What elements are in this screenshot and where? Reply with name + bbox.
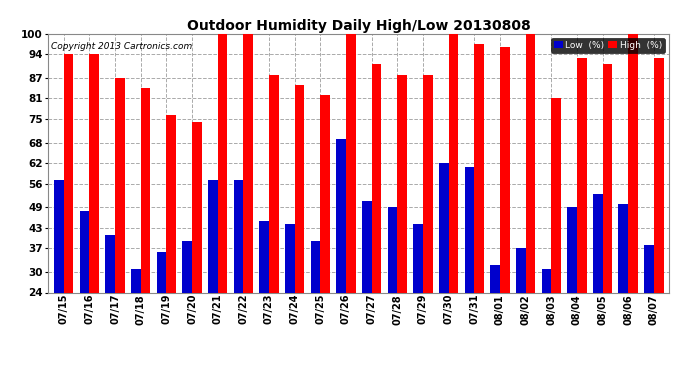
- Bar: [490, 265, 500, 292]
- Bar: [115, 78, 125, 292]
- Bar: [618, 204, 628, 292]
- Bar: [413, 224, 423, 292]
- Bar: [157, 252, 166, 292]
- Bar: [336, 139, 346, 292]
- Bar: [362, 201, 372, 292]
- Bar: [567, 207, 577, 292]
- Bar: [106, 235, 115, 292]
- Bar: [644, 245, 654, 292]
- Bar: [131, 268, 141, 292]
- Bar: [474, 44, 484, 292]
- Legend: Low  (%), High  (%): Low (%), High (%): [551, 38, 664, 53]
- Bar: [217, 34, 228, 292]
- Bar: [141, 88, 150, 292]
- Bar: [448, 34, 458, 292]
- Bar: [516, 248, 526, 292]
- Bar: [423, 75, 433, 292]
- Bar: [90, 54, 99, 292]
- Bar: [372, 64, 382, 292]
- Bar: [320, 95, 330, 292]
- Bar: [346, 34, 356, 292]
- Bar: [397, 75, 407, 292]
- Bar: [551, 99, 561, 292]
- Text: Copyright 2013 Cartronics.com: Copyright 2013 Cartronics.com: [51, 42, 193, 51]
- Bar: [526, 34, 535, 292]
- Bar: [310, 242, 320, 292]
- Bar: [259, 221, 269, 292]
- Bar: [54, 180, 63, 292]
- Bar: [63, 54, 73, 292]
- Bar: [654, 58, 664, 292]
- Bar: [234, 180, 244, 292]
- Bar: [542, 268, 551, 292]
- Bar: [577, 58, 586, 292]
- Bar: [500, 47, 510, 292]
- Bar: [285, 224, 295, 292]
- Bar: [192, 122, 201, 292]
- Bar: [439, 163, 449, 292]
- Bar: [388, 207, 397, 292]
- Bar: [464, 166, 474, 292]
- Bar: [602, 64, 612, 292]
- Title: Outdoor Humidity Daily High/Low 20130808: Outdoor Humidity Daily High/Low 20130808: [187, 19, 531, 33]
- Bar: [269, 75, 279, 292]
- Bar: [208, 180, 217, 292]
- Bar: [166, 116, 176, 292]
- Bar: [182, 242, 192, 292]
- Bar: [593, 194, 602, 292]
- Bar: [244, 34, 253, 292]
- Bar: [79, 211, 90, 292]
- Bar: [295, 85, 304, 292]
- Bar: [628, 34, 638, 292]
